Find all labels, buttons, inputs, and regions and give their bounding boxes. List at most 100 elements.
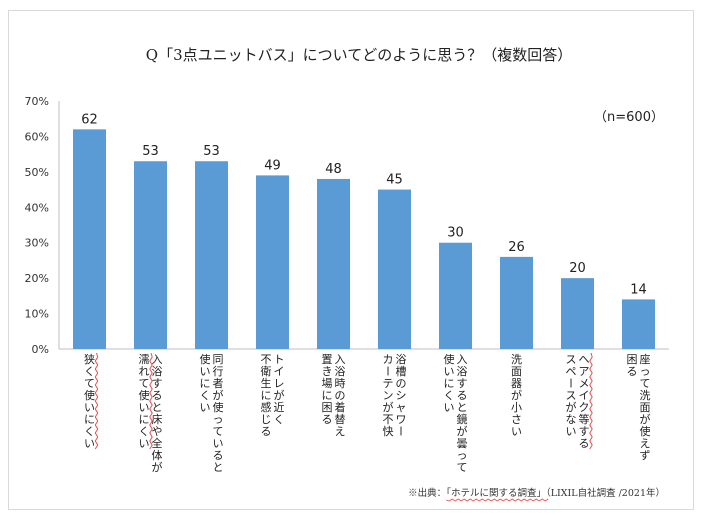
svg-text:着: 着	[335, 400, 346, 414]
bar-value-label: 48	[325, 162, 342, 177]
svg-text:不: 不	[383, 413, 394, 426]
bar-value-label: 30	[447, 226, 464, 241]
svg-text:ワ: ワ	[396, 413, 407, 426]
bar	[134, 161, 167, 349]
y-tick-label: 40%	[25, 201, 49, 214]
bar-chart: Q「3点ユニットバス」についてどのように思う？（複数回答） （n=600） 0%…	[25, 46, 669, 502]
svg-text:洗: 洗	[511, 353, 522, 366]
svg-text:困: 困	[322, 401, 333, 414]
svg-text:器: 器	[511, 377, 522, 390]
svg-text:と: と	[152, 401, 163, 414]
svg-text:い: い	[84, 437, 95, 450]
svg-text:く: く	[200, 389, 211, 402]
svg-text:置: 置	[322, 353, 333, 366]
svg-text:る: る	[579, 437, 590, 450]
svg-text:い: い	[200, 401, 211, 414]
svg-text:い: い	[213, 437, 224, 450]
svg-text:が: が	[511, 388, 522, 402]
svg-text:が: が	[383, 400, 394, 414]
svg-text:時: 時	[335, 377, 346, 390]
svg-text:床: 床	[152, 412, 163, 426]
svg-text:と: と	[457, 401, 468, 414]
svg-text:い: い	[511, 425, 522, 438]
svg-text:に: に	[139, 413, 150, 426]
source-survey-name: 「ホテルに関する調査」	[446, 487, 546, 499]
svg-text:に: に	[261, 389, 272, 402]
svg-text:き: き	[322, 365, 333, 378]
svg-text:替: 替	[335, 412, 346, 426]
svg-text:が: が	[274, 388, 285, 402]
svg-text:っ: っ	[640, 365, 651, 378]
svg-text:入: 入	[335, 353, 346, 366]
svg-text:面: 面	[511, 365, 522, 378]
svg-text:ク: ク	[579, 401, 590, 414]
svg-text:る: る	[457, 389, 468, 402]
svg-text:っ: っ	[213, 413, 224, 426]
svg-text:る: る	[627, 365, 638, 378]
svg-text:面: 面	[640, 401, 651, 414]
highlight-underline	[94, 352, 99, 450]
svg-text:ャ: ャ	[396, 401, 407, 414]
svg-text:ヘ: ヘ	[579, 353, 590, 366]
y-tick-label: 60%	[25, 130, 49, 143]
svg-text:す: す	[457, 377, 468, 390]
svg-text:と: と	[213, 461, 224, 474]
svg-text:に: に	[84, 413, 95, 426]
svg-text:槽: 槽	[396, 365, 407, 378]
bar	[439, 242, 472, 349]
svg-text:ス: ス	[566, 389, 577, 402]
svg-text:ペ: ペ	[566, 365, 577, 378]
svg-text:曇: 曇	[457, 437, 468, 450]
svg-text:※出典：「ホテルに関する調査」（LIXIL自社調査 /202: ※出典：「ホテルに関する調査」（LIXIL自社調査 /2021年）	[408, 487, 665, 499]
svg-text:入: 入	[152, 353, 163, 366]
svg-text:い: い	[566, 425, 577, 438]
svg-text:使: 使	[139, 389, 150, 402]
bar	[317, 178, 350, 349]
svg-text:ト: ト	[274, 353, 285, 366]
svg-text:使: 使	[200, 353, 211, 366]
svg-text:等: 等	[579, 412, 590, 426]
bar-value-label: 53	[142, 144, 159, 159]
svg-text:ー: ー	[564, 378, 577, 389]
svg-text:テ: テ	[383, 377, 394, 390]
source-underline	[446, 498, 549, 502]
svg-text:行: 行	[213, 365, 224, 378]
svg-text:濡: 濡	[139, 353, 150, 366]
bar	[561, 278, 594, 349]
svg-text:レ: レ	[274, 377, 285, 390]
bar-value-label: 49	[264, 158, 281, 173]
chart-frame: Q「3点ユニットバス」についてどのように思う？（複数回答） （n=600） 0%…	[8, 10, 694, 510]
bar-value-label: 45	[386, 173, 403, 188]
svg-text:者: 者	[213, 377, 224, 390]
bar-value-label: 26	[508, 240, 525, 255]
svg-text:い: い	[84, 401, 95, 414]
svg-text:に: に	[444, 377, 455, 390]
svg-text:の: の	[396, 377, 407, 390]
svg-text:さ: さ	[511, 413, 522, 426]
svg-text:ー: ー	[394, 426, 407, 437]
svg-text:場: 場	[322, 377, 333, 390]
svg-text:が: が	[640, 412, 651, 426]
svg-text:が: が	[213, 388, 224, 402]
svg-text:全: 全	[152, 436, 163, 450]
svg-text:く: く	[139, 425, 150, 438]
svg-text:る: る	[261, 425, 272, 438]
sample-size-note: （n=600）	[594, 110, 664, 125]
bar	[378, 189, 411, 349]
svg-text:い: い	[139, 401, 150, 414]
bar	[195, 161, 228, 349]
y-tick-label: 20%	[25, 272, 49, 285]
svg-text:使: 使	[213, 401, 224, 414]
svg-text:が: が	[566, 400, 577, 414]
svg-text:い: い	[444, 365, 455, 378]
svg-text:ア: ア	[579, 365, 590, 378]
